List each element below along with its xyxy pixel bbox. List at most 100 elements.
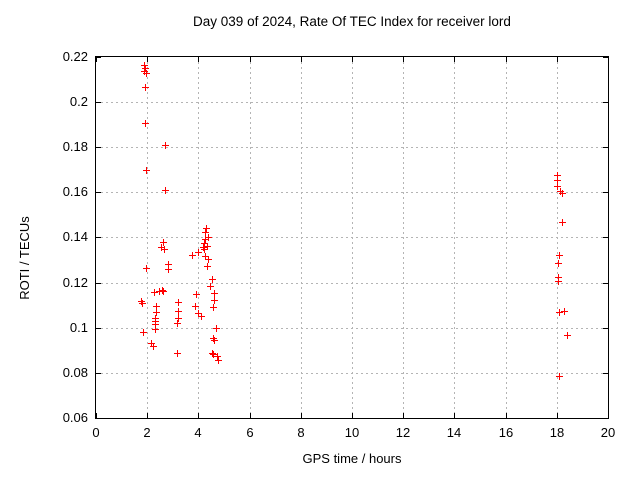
x-tick-top bbox=[301, 57, 302, 62]
data-point bbox=[153, 309, 160, 316]
x-axis-label: GPS time / hours bbox=[302, 451, 402, 466]
y-tick-right bbox=[603, 237, 608, 238]
data-point bbox=[211, 337, 218, 344]
data-point bbox=[148, 340, 155, 347]
data-point bbox=[205, 256, 212, 263]
x-tick-top bbox=[147, 57, 148, 62]
data-point bbox=[555, 260, 562, 267]
y-tick-right bbox=[603, 147, 608, 148]
y-tick-label: 0.08 bbox=[62, 365, 88, 380]
data-point bbox=[151, 289, 158, 296]
y-tick-right bbox=[603, 102, 608, 103]
x-tick-top bbox=[198, 57, 199, 62]
data-point bbox=[141, 62, 148, 69]
data-point bbox=[561, 308, 568, 315]
chart-title: Day 039 of 2024, Rate Of TEC Index for r… bbox=[193, 14, 511, 29]
x-tick-top bbox=[608, 57, 609, 62]
data-point bbox=[195, 310, 202, 317]
y-tick-left bbox=[96, 373, 101, 374]
x-tick-label: 6 bbox=[246, 425, 254, 440]
x-tick-bottom bbox=[301, 413, 302, 418]
y-tick-label: 0.14 bbox=[62, 229, 88, 244]
data-point bbox=[209, 276, 216, 283]
data-point bbox=[139, 300, 146, 307]
y-tick-label: 0.2 bbox=[69, 94, 88, 109]
data-point bbox=[195, 249, 202, 256]
x-tick-label: 0 bbox=[92, 425, 100, 440]
data-point bbox=[203, 225, 210, 232]
data-point bbox=[162, 187, 169, 194]
y-tick-left bbox=[96, 102, 101, 103]
data-point bbox=[153, 303, 160, 310]
y-gridline bbox=[96, 237, 608, 238]
y-tick-left bbox=[96, 418, 101, 419]
y-tick-left bbox=[96, 192, 101, 193]
data-point bbox=[556, 309, 563, 316]
data-point bbox=[200, 244, 207, 251]
data-point bbox=[207, 283, 214, 290]
x-tick-top bbox=[557, 57, 558, 62]
data-point bbox=[141, 68, 148, 75]
x-tick-bottom bbox=[403, 413, 404, 418]
data-point bbox=[150, 343, 157, 350]
x-tick-bottom bbox=[608, 413, 609, 418]
y-gridline bbox=[96, 102, 608, 103]
data-point bbox=[142, 65, 149, 72]
data-point bbox=[555, 278, 562, 285]
x-tick-label: 4 bbox=[194, 425, 202, 440]
data-point bbox=[215, 357, 222, 364]
x-tick-top bbox=[96, 57, 97, 62]
data-point bbox=[160, 288, 167, 295]
x-tick-top bbox=[454, 57, 455, 62]
data-point bbox=[138, 298, 145, 305]
data-point bbox=[559, 190, 566, 197]
data-point bbox=[209, 350, 216, 357]
data-point bbox=[165, 261, 172, 268]
x-tick-label: 20 bbox=[600, 425, 616, 440]
y-tick-left bbox=[96, 283, 101, 284]
data-point bbox=[156, 288, 163, 295]
y-tick-left bbox=[96, 57, 101, 58]
x-tick-label: 16 bbox=[498, 425, 514, 440]
x-tick-bottom bbox=[198, 413, 199, 418]
x-tick-label: 10 bbox=[344, 425, 360, 440]
data-point bbox=[211, 297, 218, 304]
data-point bbox=[192, 303, 199, 310]
data-point bbox=[205, 234, 212, 241]
data-point bbox=[210, 351, 217, 358]
x-tick-label: 2 bbox=[143, 425, 151, 440]
data-point bbox=[211, 290, 218, 297]
data-point bbox=[159, 287, 166, 294]
x-tick-label: 18 bbox=[549, 425, 565, 440]
x-tick-bottom bbox=[506, 413, 507, 418]
data-point bbox=[201, 246, 208, 253]
data-point bbox=[160, 239, 167, 246]
y-tick-label: 0.16 bbox=[62, 184, 88, 199]
x-tick-top bbox=[352, 57, 353, 62]
data-point bbox=[152, 326, 159, 333]
data-point bbox=[161, 246, 168, 253]
x-tick-label: 12 bbox=[395, 425, 411, 440]
data-point bbox=[198, 313, 205, 320]
data-point bbox=[556, 373, 563, 380]
data-point bbox=[143, 167, 150, 174]
data-point bbox=[140, 329, 147, 336]
data-point bbox=[202, 253, 209, 260]
data-point bbox=[214, 353, 221, 360]
data-point bbox=[189, 252, 196, 259]
data-point bbox=[554, 177, 561, 184]
x-tick-top bbox=[250, 57, 251, 62]
y-tick-label: 0.12 bbox=[62, 275, 88, 290]
data-point bbox=[554, 172, 561, 179]
x-tick-label: 8 bbox=[297, 425, 305, 440]
y-tick-left bbox=[96, 147, 101, 148]
data-point bbox=[204, 263, 211, 270]
data-point bbox=[165, 266, 172, 273]
data-point bbox=[554, 183, 561, 190]
data-point bbox=[142, 84, 149, 91]
data-point bbox=[201, 240, 208, 247]
data-point bbox=[564, 332, 571, 339]
y-tick-right bbox=[603, 192, 608, 193]
data-point bbox=[158, 244, 165, 251]
y-gridline bbox=[96, 192, 608, 193]
